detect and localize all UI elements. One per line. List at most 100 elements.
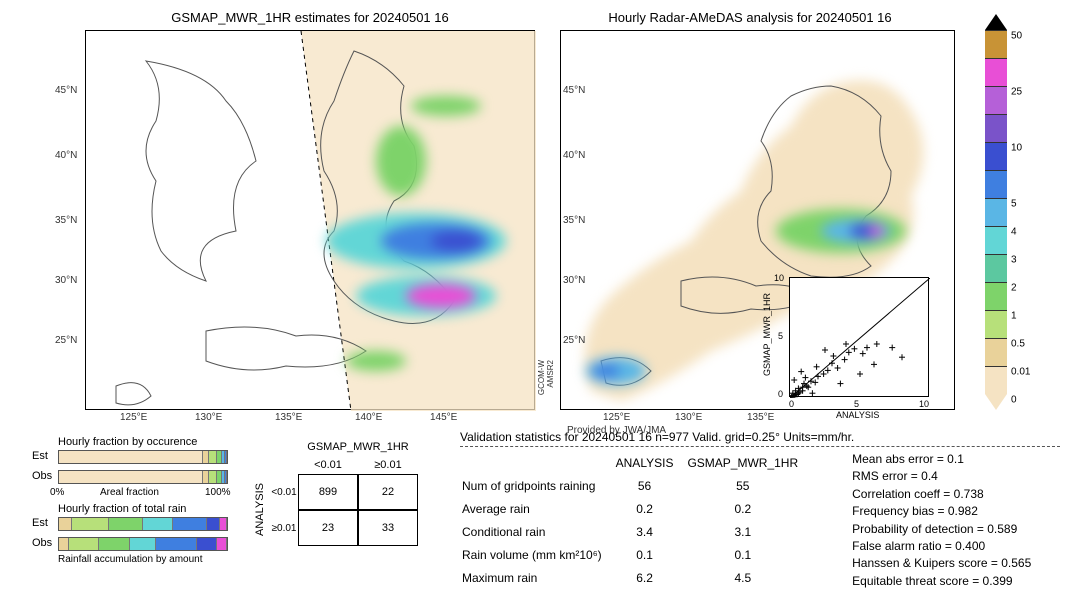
lat-tick: 25°N xyxy=(563,335,585,346)
left-map-title: GSMAP_MWR_1HR estimates for 20240501 16 xyxy=(85,10,535,25)
lat-tick: 45°N xyxy=(563,85,585,96)
stats-row-gsmap: 4.5 xyxy=(687,567,810,588)
stats-metric: Correlation coeff = 0.738 xyxy=(852,486,1031,503)
tot-obs-bar xyxy=(58,537,228,551)
colorbar-label: 0.01 xyxy=(1011,367,1030,378)
ct-r2c2: 33 xyxy=(358,510,418,546)
tot-obs-label: Obs xyxy=(32,537,52,549)
colorbar-label: 3 xyxy=(1011,255,1017,266)
occ-obs-label: Obs xyxy=(32,470,52,482)
stats-metrics: Mean abs error = 0.1RMS error = 0.4Corre… xyxy=(852,451,1031,590)
colorbar-label: 50 xyxy=(1011,31,1022,42)
lat-tick: 35°N xyxy=(563,215,585,226)
lat-tick: 40°N xyxy=(563,150,585,161)
lat-tick: 45°N xyxy=(55,85,77,96)
stats-col-gsmap: GSMAP_MWR_1HR xyxy=(687,453,810,474)
figure-root: GSMAP_MWR_1HR estimates for 20240501 16 … xyxy=(0,0,1080,612)
colorbar-arrow-top xyxy=(985,14,1007,30)
scatter-xlabel: ANALYSIS xyxy=(836,410,879,420)
left-map xyxy=(85,30,535,410)
lon-tick: 145°E xyxy=(430,412,457,423)
colorbar-label: 0 xyxy=(1011,395,1017,406)
stats-metric: RMS error = 0.4 xyxy=(852,468,1031,485)
ct-r2c1: 23 xyxy=(298,510,358,546)
stats-row-label: Conditional rain xyxy=(462,521,614,542)
scatter-tick: 5 xyxy=(854,399,859,409)
scatter-tick: 0 xyxy=(778,389,783,399)
validation-stats: Validation statistics for 20240501 16 n=… xyxy=(460,430,1060,590)
stats-metric: Probability of detection = 0.589 xyxy=(852,521,1031,538)
stats-row-label: Average rain xyxy=(462,499,614,520)
right-map-title: Hourly Radar-AMeDAS analysis for 2024050… xyxy=(550,10,950,25)
colorbar-label: 4 xyxy=(1011,227,1017,238)
satellite-label: GCOM-W xyxy=(537,360,546,395)
stats-row-gsmap: 0.1 xyxy=(687,544,810,565)
stats-row-gsmap: 3.1 xyxy=(687,521,810,542)
stats-metric: False alarm ratio = 0.400 xyxy=(852,538,1031,555)
lon-tick: 125°E xyxy=(603,412,630,423)
occ-title: Hourly fraction by occurence xyxy=(58,436,197,448)
tot-est-label: Est xyxy=(32,517,48,529)
ct-row1-label: <0.01 xyxy=(270,474,298,510)
lon-tick: 130°E xyxy=(195,412,222,423)
tot-title: Hourly fraction of total rain xyxy=(58,503,186,515)
stats-row-analysis: 6.2 xyxy=(616,567,686,588)
scatter-tick: 10 xyxy=(774,273,784,283)
right-map: 0 5 10 0 5 10 ANALYSIS GSMAP_MWR_1HR Pro… xyxy=(560,30,955,410)
ct-r1c2: 22 xyxy=(358,474,418,510)
colorbar-label: 2 xyxy=(1011,283,1017,294)
scatter-ylabel: GSMAP_MWR_1HR xyxy=(762,293,772,376)
stats-row-analysis: 0.1 xyxy=(616,544,686,565)
stats-row-gsmap: 0.2 xyxy=(687,499,810,520)
ct-title: GSMAP_MWR_1HR xyxy=(298,438,418,456)
stats-col-analysis: ANALYSIS xyxy=(616,453,686,474)
scatter-tick: 0 xyxy=(789,399,794,409)
colorbar-label: 0.5 xyxy=(1011,339,1025,350)
stats-row-analysis: 3.4 xyxy=(616,521,686,542)
lon-tick: 135°E xyxy=(275,412,302,423)
occ-est-label: Est xyxy=(32,450,48,462)
stats-metric: Equitable threat score = 0.399 xyxy=(852,573,1031,590)
stats-row-gsmap: 55 xyxy=(687,476,810,497)
occ-est-bar xyxy=(58,450,228,464)
satellite-label: AMSR2 xyxy=(546,360,555,388)
ct-row2-label: ≥0.01 xyxy=(270,510,298,546)
stats-row-label: Maximum rain xyxy=(462,567,614,588)
colorbar-arrow-bottom xyxy=(985,394,1007,410)
scatter-tick: 5 xyxy=(778,331,783,341)
occ-obs-bar xyxy=(58,470,228,484)
lon-tick: 125°E xyxy=(120,412,147,423)
contingency-table: GSMAP_MWR_1HR <0.01 ≥0.01 ANALYSIS <0.01… xyxy=(250,438,418,546)
colorbar-label: 5 xyxy=(1011,199,1017,210)
stats-row-analysis: 0.2 xyxy=(616,499,686,520)
tot-xaxis: Rainfall accumulation by amount xyxy=(58,554,203,565)
lat-tick: 30°N xyxy=(55,275,77,286)
occ-xaxis: Areal fraction xyxy=(100,487,159,498)
stats-title: Validation statistics for 20240501 16 n=… xyxy=(460,430,1060,444)
stats-metric: Frequency bias = 0.982 xyxy=(852,503,1031,520)
colorbar-label: 1 xyxy=(1011,311,1017,322)
stats-table: ANALYSIS GSMAP_MWR_1HR Num of gridpoints… xyxy=(460,451,812,590)
lat-tick: 40°N xyxy=(55,150,77,161)
lon-tick: 135°E xyxy=(747,412,774,423)
colorbar-label: 10 xyxy=(1011,143,1022,154)
lat-tick: 30°N xyxy=(563,275,585,286)
lat-tick: 25°N xyxy=(55,335,77,346)
stats-row-label: Num of gridpoints raining xyxy=(462,476,614,497)
lat-tick: 35°N xyxy=(55,215,77,226)
tot-est-bar xyxy=(58,517,228,531)
ct-r1c1: 899 xyxy=(298,474,358,510)
colorbar-label: 25 xyxy=(1011,87,1022,98)
stats-row-label: Rain volume (mm km²10⁶) xyxy=(462,544,614,565)
colorbar: 00.010.512345102550 xyxy=(985,30,1007,394)
scatter-tick: 10 xyxy=(919,399,929,409)
occ-x0: 0% xyxy=(50,487,64,498)
stats-metric: Hanssen & Kuipers score = 0.565 xyxy=(852,555,1031,572)
lon-tick: 140°E xyxy=(355,412,382,423)
ct-col2: ≥0.01 xyxy=(358,456,418,474)
ct-col1: <0.01 xyxy=(298,456,358,474)
stats-metric: Mean abs error = 0.1 xyxy=(852,451,1031,468)
scatter-plot xyxy=(789,277,929,397)
lon-tick: 130°E xyxy=(675,412,702,423)
stats-row-analysis: 56 xyxy=(616,476,686,497)
